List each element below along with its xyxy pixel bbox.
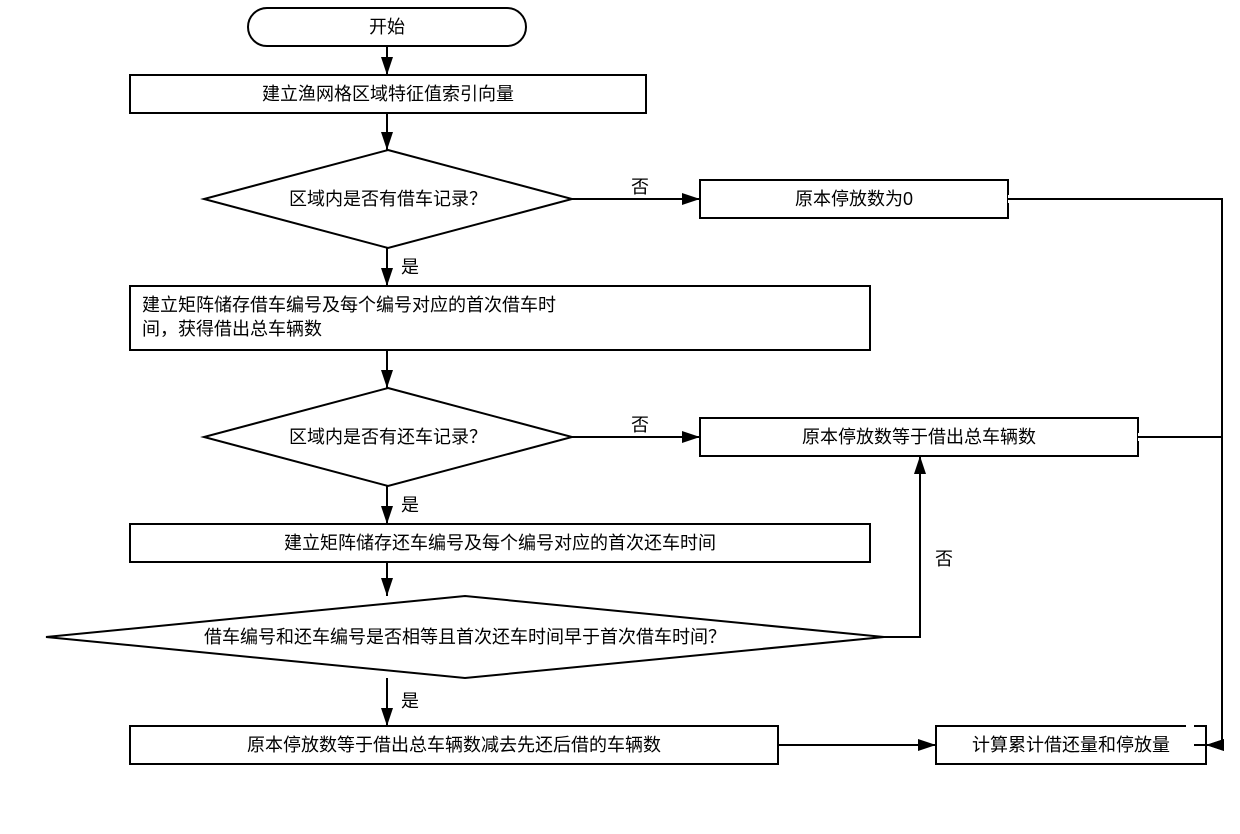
edge [1008, 199, 1206, 745]
edge: 否 [572, 177, 700, 199]
flowchart: 开始建立渔网格区域特征值索引向量区域内是否有借车记录？ 原本停放数为0 建立矩阵储存… [0, 0, 1240, 834]
node-text: 计算累计借还量和停放量 [972, 735, 1170, 755]
edge-label: 是 [401, 691, 419, 711]
edge: 是 [387, 486, 419, 524]
node-text: 开始 [369, 17, 405, 37]
node-p3: 建立矩阵储存借车编号及每个编号对应的首次借车时间，获得借出总车辆数 [130, 286, 870, 350]
node-text: 借车编号和还车编号是否相等且首次还车时间早于首次借车时间？ [204, 627, 726, 647]
node-text: 区域内是否有还车记录？ [289, 427, 487, 447]
edge: 是 [387, 678, 419, 726]
node-text: 建立渔网格区域特征值索引向量 [262, 84, 514, 104]
node-text: 建立矩阵储存借车编号及每个编号对应的首次借车时 [142, 295, 556, 315]
edge: 否 [572, 415, 700, 437]
edge-label: 否 [935, 549, 953, 569]
edge: 否 [884, 456, 953, 637]
edge-label: 是 [401, 257, 419, 277]
node-text: 原本停放数等于借出总车辆数 [802, 427, 1036, 447]
node-text: 原本停放数为0 [795, 189, 913, 209]
node-p4: 原本停放数等于借出总车辆数 [700, 418, 1138, 456]
edge-label: 否 [631, 415, 649, 435]
node-text: 区域内是否有借车记录？ [289, 189, 487, 209]
node-d1: 区域内是否有借车记录？ [204, 150, 572, 248]
node-p2: 原本停放数为0 [700, 180, 1008, 218]
node-start: 开始 [248, 8, 526, 46]
node-p6: 原本停放数等于借出总车辆数减去先还后借的车辆数 [130, 726, 778, 764]
edge: 是 [387, 248, 419, 286]
node-p1: 建立渔网格区域特征值索引向量 [130, 75, 646, 113]
node-text: 原本停放数等于借出总车辆数减去先还后借的车辆数 [247, 735, 661, 755]
edge-label: 是 [401, 495, 419, 515]
node-p7: 计算累计借还量和停放量 [936, 726, 1206, 764]
edge-label: 否 [631, 177, 649, 197]
node-text: 建立矩阵储存还车编号及每个编号对应的首次还车时间 [284, 533, 716, 553]
node-p5: 建立矩阵储存还车编号及每个编号对应的首次还车时间 [130, 524, 870, 562]
node-d2: 区域内是否有还车记录？ [204, 388, 572, 486]
node-text: 间，获得借出总车辆数 [142, 319, 322, 339]
node-d3: 借车编号和还车编号是否相等且首次还车时间早于首次借车时间？ [46, 596, 884, 678]
